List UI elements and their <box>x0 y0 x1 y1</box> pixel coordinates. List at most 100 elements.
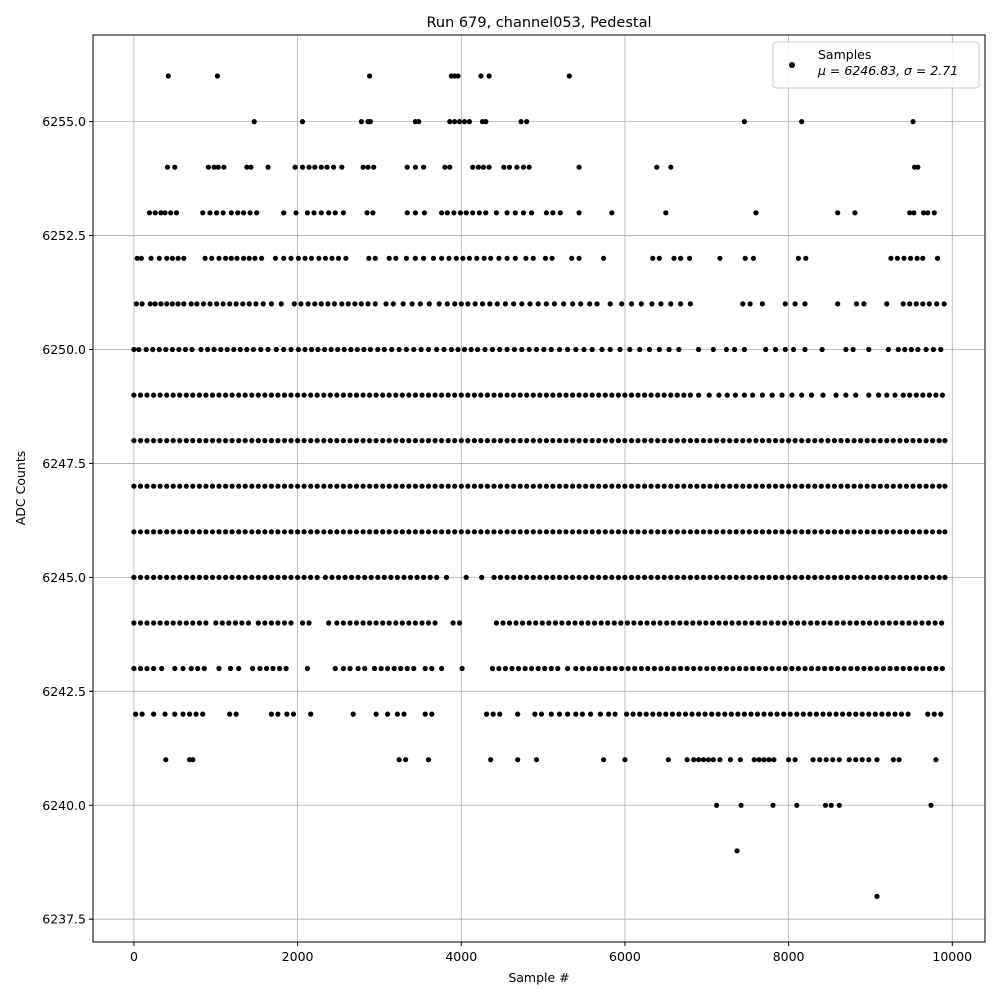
data-point <box>589 346 595 353</box>
y-tick-label: 6250.0 <box>42 342 86 357</box>
data-point <box>825 529 831 535</box>
data-point <box>543 210 550 216</box>
data-point <box>355 574 361 581</box>
data-point <box>527 301 533 307</box>
data-point <box>450 620 456 626</box>
data-point <box>805 483 811 489</box>
data-point <box>942 574 948 581</box>
data-point <box>445 438 451 444</box>
data-point <box>196 620 202 626</box>
data-point <box>517 529 523 535</box>
data-point <box>380 620 386 626</box>
data-point <box>609 574 615 581</box>
data-point <box>393 620 399 626</box>
data-point <box>335 574 342 581</box>
data-point <box>557 210 563 216</box>
data-point <box>916 529 923 535</box>
data-point <box>682 711 689 717</box>
data-point <box>302 346 308 353</box>
data-point <box>190 392 196 398</box>
data-point <box>216 255 222 261</box>
data-point <box>253 301 259 307</box>
data-point <box>877 574 883 581</box>
data-point <box>524 529 530 535</box>
data-point <box>200 210 206 216</box>
data-point <box>331 164 337 170</box>
data-point <box>871 574 877 581</box>
data-point <box>771 757 777 763</box>
data-point <box>306 620 312 626</box>
data-point <box>936 574 942 581</box>
data-point <box>615 392 622 398</box>
data-point <box>488 757 494 763</box>
data-point <box>933 757 939 763</box>
data-point <box>637 346 643 353</box>
data-point <box>858 529 864 535</box>
data-point <box>249 483 255 489</box>
data-point <box>812 483 818 489</box>
data-point <box>717 255 723 261</box>
data-point <box>899 620 905 626</box>
data-point <box>655 438 661 444</box>
data-point <box>216 483 222 489</box>
data-point <box>732 346 738 353</box>
data-point <box>295 392 301 398</box>
data-point <box>183 574 189 581</box>
data-point <box>518 119 524 125</box>
data-point <box>249 438 255 444</box>
data-point <box>288 346 294 353</box>
data-point <box>619 301 625 307</box>
data-point <box>214 210 220 216</box>
data-point <box>716 392 722 398</box>
data-point <box>288 483 294 489</box>
data-point <box>236 438 242 444</box>
data-point <box>169 301 175 307</box>
data-point <box>656 255 662 261</box>
data-point <box>890 757 896 763</box>
data-point <box>205 346 211 353</box>
data-point <box>432 392 438 398</box>
data-point <box>874 893 880 900</box>
data-point <box>342 574 348 581</box>
data-point <box>563 529 569 535</box>
data-point <box>318 210 324 216</box>
data-point <box>668 438 674 444</box>
data-point <box>818 574 824 581</box>
data-point <box>661 574 667 581</box>
data-point <box>459 665 465 672</box>
data-point <box>246 301 252 307</box>
data-point <box>474 255 480 261</box>
data-point <box>885 711 892 717</box>
data-point <box>895 346 901 353</box>
data-point <box>596 483 602 489</box>
data-point <box>157 529 163 535</box>
data-point <box>227 711 233 717</box>
data-point <box>517 483 523 489</box>
data-point <box>504 574 510 581</box>
data-point <box>655 574 661 581</box>
data-point <box>847 620 853 626</box>
data-point <box>236 529 242 535</box>
data-point <box>720 483 726 489</box>
data-point <box>475 164 481 170</box>
data-point <box>617 346 623 353</box>
data-point <box>308 346 315 353</box>
data-point <box>418 346 424 353</box>
data-point <box>666 346 672 353</box>
data-point <box>866 757 872 763</box>
data-point <box>524 119 530 125</box>
data-point <box>530 255 536 261</box>
data-point <box>683 620 689 626</box>
data-point <box>367 529 373 535</box>
data-point <box>367 392 373 398</box>
data-point <box>867 665 874 672</box>
data-point <box>321 438 327 444</box>
data-point <box>340 620 346 626</box>
data-point <box>196 438 202 444</box>
data-point <box>223 574 229 581</box>
data-point <box>181 255 187 261</box>
data-point <box>353 438 360 444</box>
data-point <box>812 438 818 444</box>
data-point <box>364 210 370 216</box>
data-point <box>156 346 162 353</box>
